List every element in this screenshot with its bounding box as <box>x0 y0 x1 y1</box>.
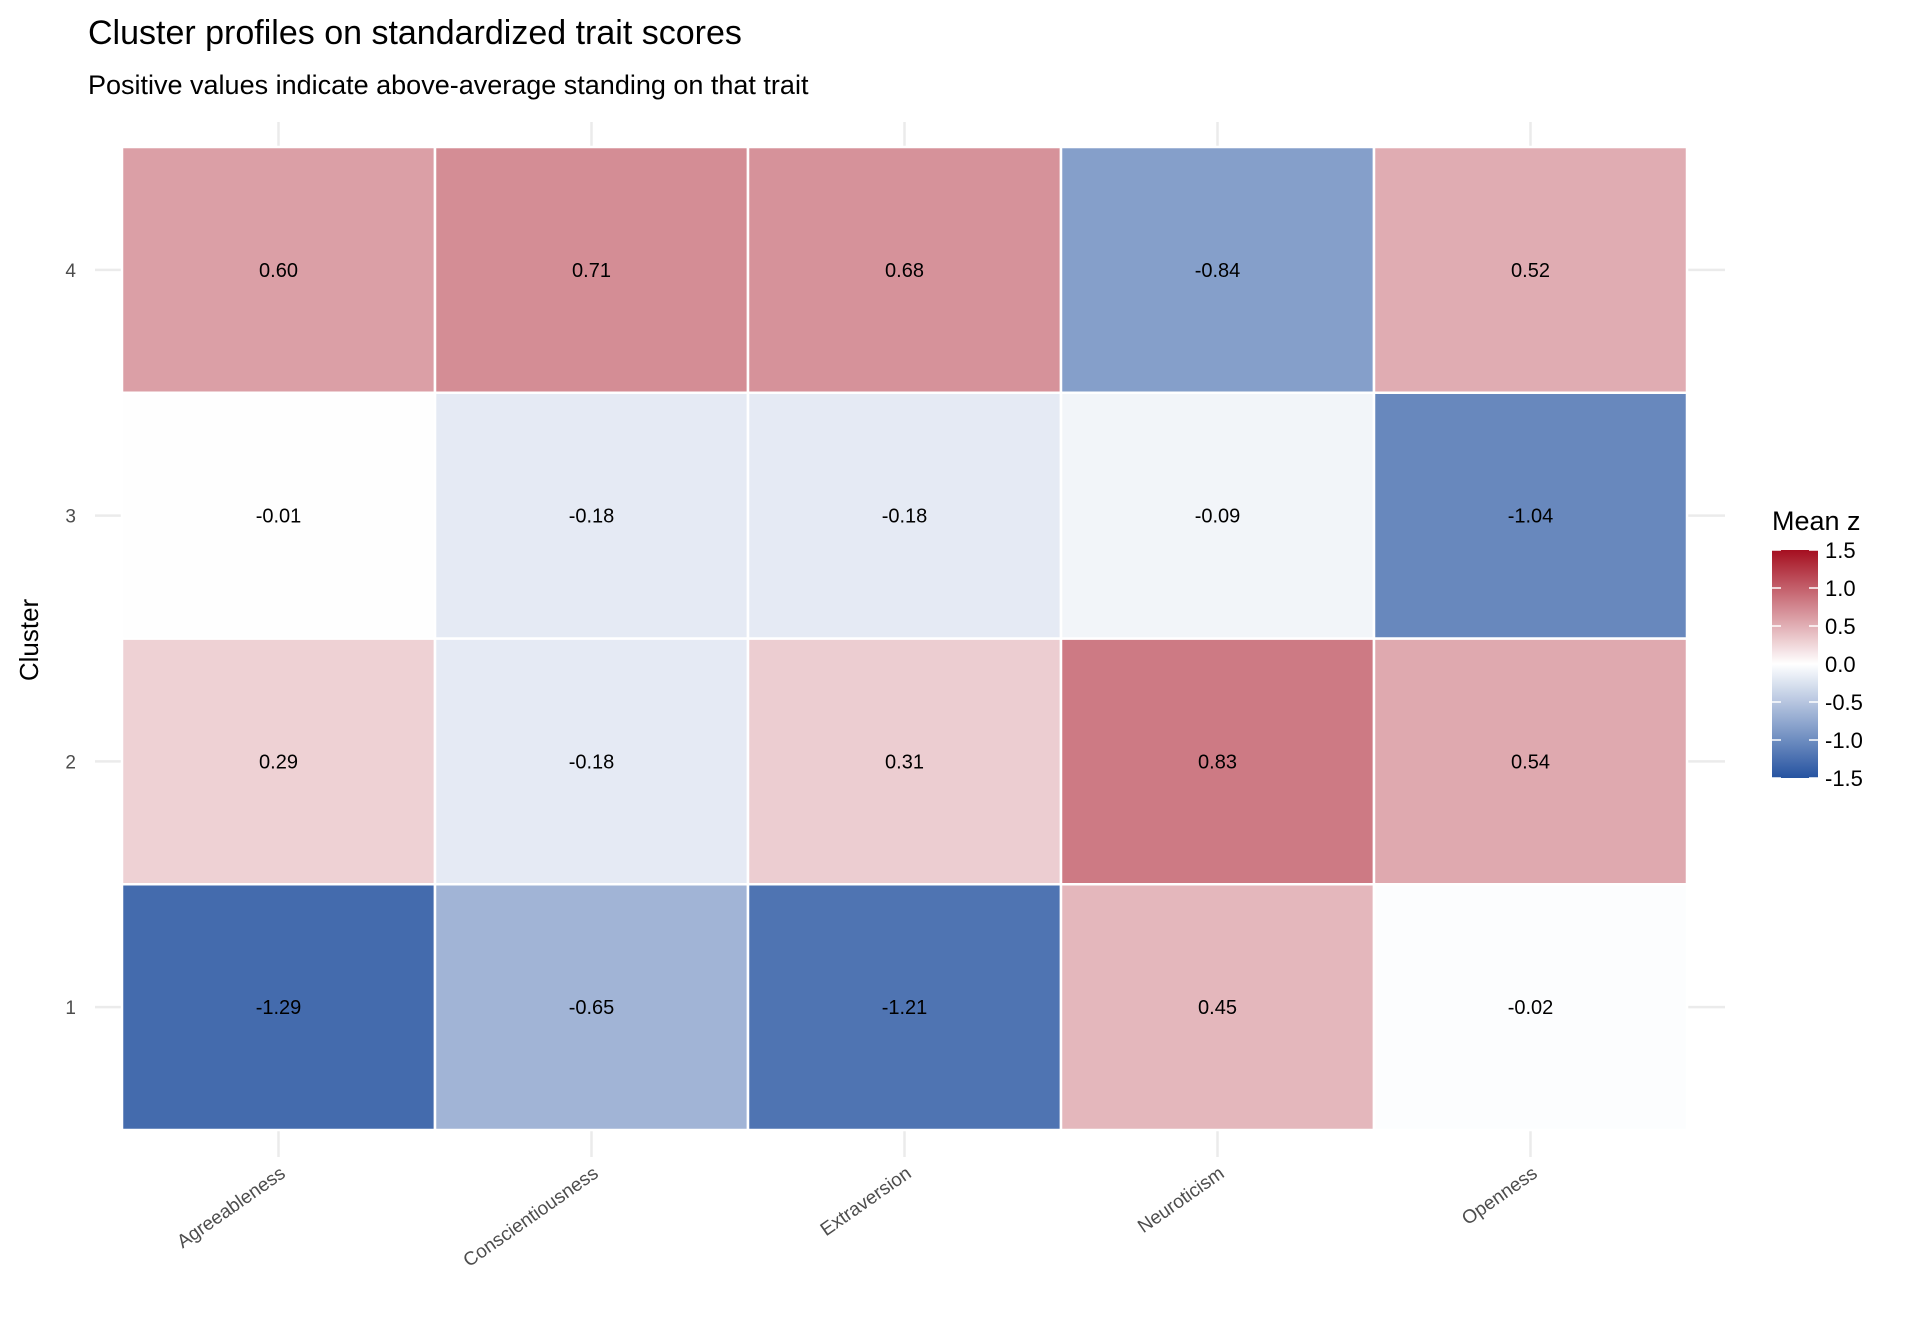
legend-tick-label: -0.5 <box>1825 690 1863 715</box>
cell-value-label: -1.04 <box>1508 506 1554 528</box>
cell-value-label: 0.54 <box>1511 751 1550 773</box>
heatmap-cell <box>433 391 750 640</box>
cell-value-label: 0.31 <box>885 751 924 773</box>
cell-value-label: 0.45 <box>1198 997 1237 1019</box>
cell-value-label: -0.02 <box>1508 997 1554 1019</box>
heatmap-cell <box>1059 391 1376 640</box>
cell-value-label: -0.01 <box>256 506 302 528</box>
cell-value-label: 0.29 <box>259 751 298 773</box>
cell-value-label: 0.60 <box>259 260 298 282</box>
x-tick-label: Conscientiousness <box>460 1163 603 1272</box>
heatmap-cell <box>746 883 1063 1132</box>
heatmap-cell <box>746 391 1063 640</box>
cell-value-label: -0.18 <box>569 751 615 773</box>
legend-title: Mean z <box>1772 506 1861 536</box>
legend-tick-label: 1.0 <box>1825 576 1856 601</box>
heatmap-cell <box>120 637 437 886</box>
x-tick-label: Openness <box>1458 1163 1541 1230</box>
cell-value-label: 0.68 <box>885 260 924 282</box>
cell-value-label: 0.52 <box>1511 260 1550 282</box>
cell-value-label: -0.65 <box>569 997 615 1019</box>
heatmap-cell <box>746 145 1063 394</box>
heatmap-cell <box>433 145 750 394</box>
heatmap-cell <box>1372 637 1689 886</box>
heatmap-cell <box>1372 883 1689 1132</box>
y-tick-label: 4 <box>65 261 76 282</box>
heatmap-cell <box>120 883 437 1132</box>
legend-tick-label: 0.0 <box>1825 652 1856 677</box>
cell-value-label: 0.83 <box>1198 751 1237 773</box>
y-tick-label: 1 <box>65 998 76 1019</box>
cell-value-label: 0.71 <box>572 260 611 282</box>
cell-value-label: -0.84 <box>1195 260 1241 282</box>
chart-subtitle: Positive values indicate above-average s… <box>88 70 809 100</box>
heatmap-cell <box>1059 145 1376 394</box>
cell-value-label: -0.18 <box>569 506 615 528</box>
x-tick-label: Agreeableness <box>173 1163 289 1253</box>
x-tick-label: Extraversion <box>817 1163 916 1241</box>
heatmap-cell <box>1059 637 1376 886</box>
legend-tick-label: 1.5 <box>1825 538 1856 563</box>
legend-tick-label: -1.0 <box>1825 728 1863 753</box>
cell-value-label: -0.09 <box>1195 506 1241 528</box>
y-tick-label: 2 <box>65 752 76 773</box>
chart-title: Cluster profiles on standardized trait s… <box>88 14 742 52</box>
cell-value-label: -0.18 <box>882 506 928 528</box>
heatmap-cell <box>1059 883 1376 1132</box>
heatmap-cell <box>1372 391 1689 640</box>
y-axis-label: Cluster <box>14 598 44 681</box>
heatmap-cell <box>746 637 1063 886</box>
y-tick-label: 3 <box>65 507 76 528</box>
heatmap-cell <box>120 391 437 640</box>
x-tick-label: Neuroticism <box>1134 1163 1228 1238</box>
heatmap-cell <box>1372 145 1689 394</box>
legend-tick-label: 0.5 <box>1825 614 1856 639</box>
legend-tick-label: -1.5 <box>1825 766 1863 791</box>
cell-value-label: -1.21 <box>882 997 928 1019</box>
cell-value-label: -1.29 <box>256 997 302 1019</box>
